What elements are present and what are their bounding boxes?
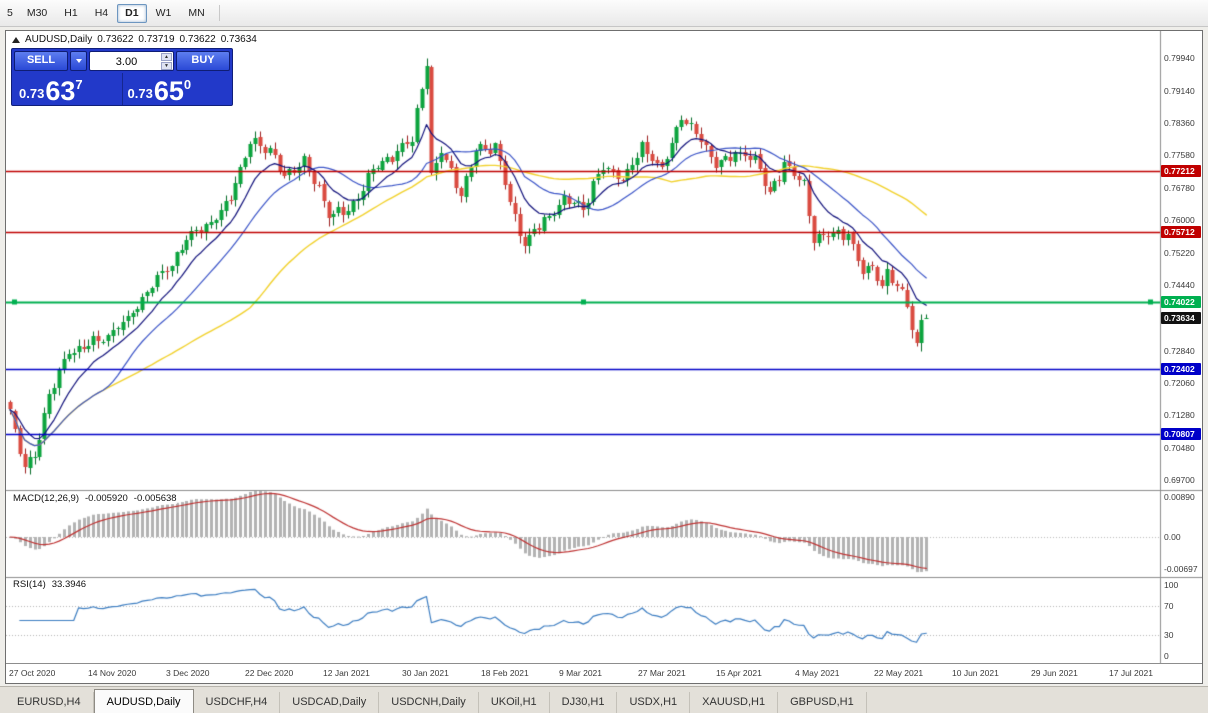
macd-signal-value: -0.005638 xyxy=(133,493,177,504)
timeframe-toolbar: 5 M30 H1 H4 D1 W1 MN xyxy=(0,0,1208,27)
amount-decrement-button[interactable]: ▼ xyxy=(161,62,172,70)
chart-ohlc-header: AUDUSD,Daily 0.73622 0.73719 0.73622 0.7… xyxy=(12,34,257,45)
chart-tab-usdcad-daily[interactable]: USDCAD,Daily xyxy=(280,692,380,713)
rsi-value: 33.3946 xyxy=(51,579,87,590)
macd-axis-label: 0.00 xyxy=(1164,532,1181,542)
chart-tab-ukoil-h1[interactable]: UKOil,H1 xyxy=(479,692,550,713)
toolbar-separator xyxy=(218,5,220,21)
amount-dropdown-button[interactable] xyxy=(70,51,87,71)
amount-spinner: ▲ ▼ xyxy=(161,53,172,70)
ohlc-close: 0.73634 xyxy=(220,34,257,45)
macd-indicator-label: MACD(12,26,9) -0.005920 -0.005638 xyxy=(13,493,177,504)
price-chart-canvas[interactable] xyxy=(6,31,1202,663)
rsi-axis-label: 70 xyxy=(1164,601,1174,611)
date-axis-label: 22 Dec 2020 xyxy=(245,668,294,678)
date-axis-label: 27 Mar 2021 xyxy=(638,668,686,678)
price-level-badge: 0.70807 xyxy=(1161,428,1201,440)
timeframe-button-m30[interactable]: M30 xyxy=(26,6,48,19)
sell-price-pipette: 7 xyxy=(75,77,83,92)
rsi-indicator-label: RSI(14) 33.3946 xyxy=(13,579,87,590)
date-axis-label: 4 May 2021 xyxy=(795,668,840,678)
one-click-prices-row: 0.73 63 7 0.73 65 0 xyxy=(14,73,230,105)
timeframe-button-h4[interactable]: H4 xyxy=(94,6,109,19)
amount-field-wrap: ▲ ▼ xyxy=(89,51,174,71)
date-axis-label: 10 Jun 2021 xyxy=(952,668,999,678)
chart-tab-usdcnh-daily[interactable]: USDCNH,Daily xyxy=(379,692,479,713)
price-axis-label: 0.76000 xyxy=(1164,215,1195,225)
chart-window: AUDUSD,Daily 0.73622 0.73719 0.73622 0.7… xyxy=(5,30,1203,684)
date-axis-label: 15 Apr 2021 xyxy=(716,668,762,678)
rsi-title: RSI(14) xyxy=(13,579,46,590)
macd-title: MACD(12,26,9) xyxy=(13,493,79,504)
date-axis-label: 18 Feb 2021 xyxy=(481,668,529,678)
timeframe-button-5[interactable]: 5 xyxy=(7,6,13,19)
date-axis-label: 3 Dec 2020 xyxy=(166,668,210,678)
one-click-controls-row: SELL ▲ ▼ BUY xyxy=(14,51,230,71)
price-level-badge: 0.75712 xyxy=(1161,226,1201,238)
price-axis-label: 0.70480 xyxy=(1164,443,1195,453)
chart-tab-eurusd-h4[interactable]: EURUSD,H4 xyxy=(5,692,94,713)
chart-tab-usdx-h1[interactable]: USDX,H1 xyxy=(617,692,691,713)
date-axis-label: 29 Jun 2021 xyxy=(1031,668,1078,678)
date-axis-label: 12 Jan 2021 xyxy=(323,668,370,678)
date-axis-label: 30 Jan 2021 xyxy=(402,668,449,678)
price-axis-label: 0.75220 xyxy=(1164,248,1195,258)
price-axis-label: 0.76780 xyxy=(1164,183,1195,193)
one-click-toggle-icon[interactable] xyxy=(12,36,20,43)
price-axis-label: 0.77580 xyxy=(1164,150,1195,160)
sell-price-prefix: 0.73 xyxy=(19,86,45,101)
amount-input[interactable] xyxy=(90,53,173,71)
timeframe-button-h1[interactable]: H1 xyxy=(64,6,78,19)
price-axis-label: 0.79140 xyxy=(1164,86,1195,96)
chart-tab-usdchf-h4[interactable]: USDCHF,H4 xyxy=(194,692,281,713)
sell-button[interactable]: SELL xyxy=(14,51,68,71)
amount-increment-button[interactable]: ▲ xyxy=(161,53,172,61)
buy-price-display[interactable]: 0.73 65 0 xyxy=(121,73,231,106)
buy-price-big-digits: 65 xyxy=(153,76,184,106)
price-level-badge: 0.77212 xyxy=(1161,165,1201,177)
sell-price-display[interactable]: 0.73 63 7 xyxy=(14,73,122,105)
ohlc-low: 0.73622 xyxy=(179,34,216,45)
timeframe-button-w1[interactable]: W1 xyxy=(155,6,172,19)
price-level-badge: 0.72402 xyxy=(1161,363,1201,375)
current-price-badge: 0.73634 xyxy=(1161,312,1201,324)
date-axis-label: 9 Mar 2021 xyxy=(559,668,602,678)
buy-price-pipette: 0 xyxy=(183,77,192,92)
chart-tab-gbpusd-h1[interactable]: GBPUSD,H1 xyxy=(778,692,867,713)
price-axis: 0.79940 0.79140 0.78360 0.77580 0.76780 0.760… xyxy=(1160,31,1202,663)
one-click-trading-panel: SELL ▲ ▼ BUY 0.73 63 7 0.73 65 xyxy=(11,48,233,106)
buy-price-prefix: 0.73 xyxy=(127,86,153,101)
chart-tab-dj30-h1[interactable]: DJ30,H1 xyxy=(550,692,618,713)
price-axis-label: 0.78360 xyxy=(1164,118,1195,128)
date-axis-label: 17 Jul 2021 xyxy=(1109,668,1153,678)
chart-symbol-period: AUDUSD,Daily xyxy=(25,34,93,45)
date-axis: 27 Oct 2020 14 Nov 2020 3 Dec 2020 22 Dec 2… xyxy=(6,663,1202,683)
chart-tabbar: EURUSD,H4 AUDUSD,Daily USDCHF,H4 USDCAD,Dai… xyxy=(0,686,1208,713)
price-axis-label: 0.71280 xyxy=(1164,410,1195,420)
price-axis-label: 0.69700 xyxy=(1164,475,1195,485)
price-axis-label: 0.72840 xyxy=(1164,346,1195,356)
chevron-down-icon xyxy=(75,59,82,63)
rsi-axis-label: 30 xyxy=(1164,630,1174,640)
ohlc-high: 0.73719 xyxy=(138,34,175,45)
sell-price-big-digits: 63 xyxy=(45,76,76,106)
macd-axis-label: -0.00697 xyxy=(1164,564,1198,574)
date-axis-label: 27 Oct 2020 xyxy=(9,668,56,678)
macd-value: -0.005920 xyxy=(85,493,128,504)
macd-axis-label: 0.00890 xyxy=(1164,492,1195,502)
chart-tab-audusd-daily[interactable]: AUDUSD,Daily xyxy=(93,689,194,713)
price-level-badge: 0.74022 xyxy=(1161,296,1201,308)
buy-button[interactable]: BUY xyxy=(176,51,230,71)
date-axis-label: 22 May 2021 xyxy=(874,668,924,678)
price-axis-label: 0.79940 xyxy=(1164,53,1195,63)
ohlc-open: 0.73622 xyxy=(97,34,134,45)
chart-tab-xauusd-h1[interactable]: XAUUSD,H1 xyxy=(690,692,779,713)
timeframe-button-mn[interactable]: MN xyxy=(188,6,205,19)
price-axis-label: 0.74440 xyxy=(1164,280,1195,290)
rsi-axis-label: 0 xyxy=(1164,651,1169,661)
price-axis-label: 0.72060 xyxy=(1164,378,1195,388)
rsi-axis-label: 100 xyxy=(1164,580,1179,590)
date-axis-label: 14 Nov 2020 xyxy=(88,668,137,678)
timeframe-button-d1[interactable]: D1 xyxy=(117,3,147,23)
